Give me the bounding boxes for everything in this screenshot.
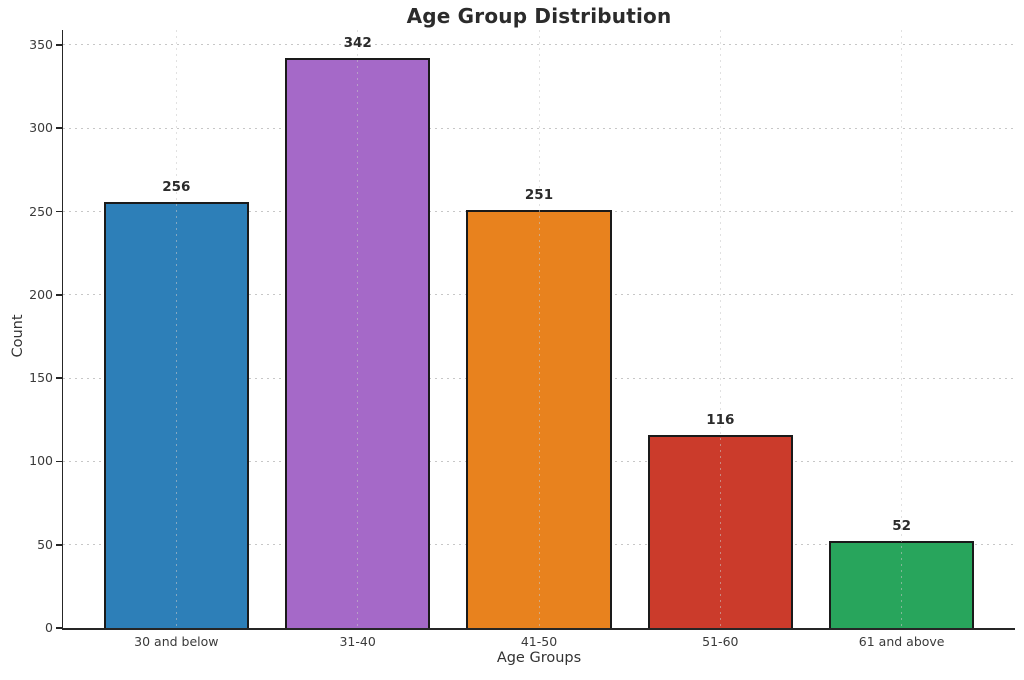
chart-title: Age Group Distribution	[406, 4, 672, 28]
y-tick-label: 200	[29, 286, 53, 302]
bar-value-label: 52	[892, 518, 912, 535]
y-tick-label: 0	[45, 620, 53, 635]
y-tick-label: 350	[29, 36, 53, 52]
y-axis-tick	[56, 127, 62, 130]
bar-value-label: 116	[706, 411, 735, 428]
y-axis-tick	[56, 543, 62, 546]
gridline-vertical	[719, 30, 721, 628]
x-axis-label: Age Groups	[496, 650, 582, 666]
x-tick-label: 41-50	[520, 634, 558, 649]
y-tick-label: 150	[29, 370, 53, 386]
y-tick-label: 50	[37, 536, 53, 552]
x-tick-label: 30 and below	[134, 634, 219, 649]
y-tick-label: 250	[29, 203, 53, 219]
x-tick-label: 61 and above	[858, 634, 945, 649]
gridline-vertical	[175, 30, 177, 628]
bar-value-label: 256	[162, 178, 191, 195]
y-tick-label: 100	[29, 453, 53, 469]
x-tick-label: 31-40	[339, 634, 376, 649]
x-axis-spine	[61, 627, 1015, 630]
bar-value-label: 251	[524, 186, 554, 203]
y-axis-tick	[56, 210, 62, 213]
gridline-vertical	[538, 30, 540, 628]
y-axis-tick	[56, 460, 62, 463]
y-axis-tick	[56, 627, 62, 629]
gridline-vertical	[901, 30, 903, 628]
bar-value-label: 342	[343, 35, 372, 52]
y-axis-spine	[61, 30, 64, 630]
y-axis-tick	[56, 294, 62, 296]
y-axis-tick	[56, 44, 62, 46]
gridline-vertical	[357, 30, 359, 628]
y-axis-tick	[56, 377, 62, 379]
x-tick-label: 51-60	[702, 634, 739, 649]
y-tick-label: 300	[29, 120, 53, 136]
